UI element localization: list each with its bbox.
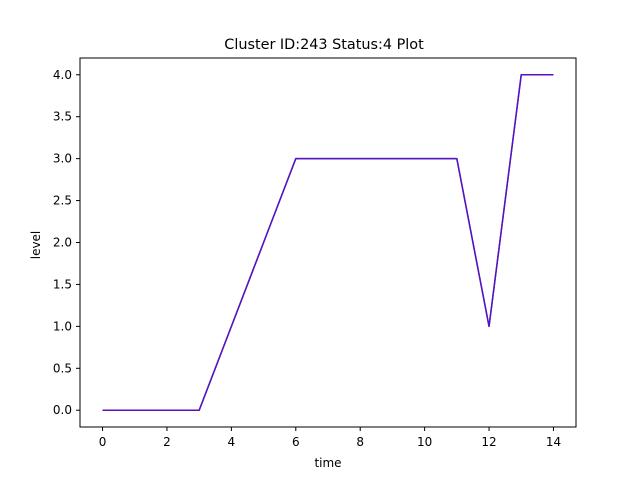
y-tick-label: 1.0 bbox=[53, 319, 72, 333]
y-tick-label: 1.5 bbox=[53, 277, 72, 291]
y-tick-label: 0.5 bbox=[53, 361, 72, 375]
x-axis-label: time bbox=[314, 456, 341, 470]
y-tick-label: 2.5 bbox=[53, 194, 72, 208]
x-tick-label: 14 bbox=[546, 435, 561, 449]
series-line-2 bbox=[102, 74, 554, 411]
y-tick-label: 3.5 bbox=[53, 110, 72, 124]
y-tick-label: 0.0 bbox=[53, 403, 72, 417]
y-tick-label: 4.0 bbox=[53, 68, 72, 82]
x-tick-label: 2 bbox=[163, 435, 171, 449]
x-tick-label: 4 bbox=[228, 435, 236, 449]
x-tick-label: 10 bbox=[417, 435, 432, 449]
plot-lines bbox=[102, 74, 554, 411]
x-tick-label: 8 bbox=[356, 435, 364, 449]
chart-title: Cluster ID:243 Status:4 Plot bbox=[224, 37, 424, 53]
axis-ticks: 0 2 4 6 8 10 12 14 0.0 0.5 1.0 1.5 2.0 2.5 3.0 3.5 4.0 bbox=[53, 68, 561, 449]
y-tick-label: 3.0 bbox=[53, 152, 72, 166]
y-tick-label: 2.0 bbox=[53, 236, 72, 250]
y-axis-label: level bbox=[29, 231, 43, 260]
x-tick-label: 12 bbox=[481, 435, 496, 449]
plot-frame bbox=[79, 57, 577, 428]
x-tick-label: 0 bbox=[99, 435, 107, 449]
x-tick-label: 6 bbox=[292, 435, 300, 449]
